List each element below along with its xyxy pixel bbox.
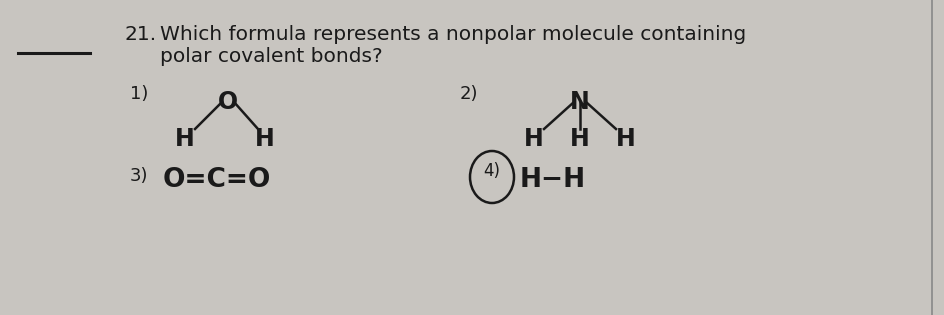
Text: polar covalent bonds?: polar covalent bonds? [160,47,382,66]
Text: H−H: H−H [520,167,586,193]
Text: H: H [524,127,544,151]
Text: H: H [570,127,590,151]
Text: H: H [616,127,636,151]
Text: O=C=O: O=C=O [163,167,271,193]
Text: 1): 1) [130,85,148,103]
Text: N: N [570,90,590,114]
Text: H: H [176,127,194,151]
Text: 4): 4) [483,162,500,180]
Text: Which formula represents a nonpolar molecule containing: Which formula represents a nonpolar mole… [160,25,747,44]
Text: 21.: 21. [125,25,157,44]
Text: 3): 3) [130,167,148,185]
Text: O: O [218,90,238,114]
Text: H: H [255,127,275,151]
Text: 2): 2) [460,85,479,103]
